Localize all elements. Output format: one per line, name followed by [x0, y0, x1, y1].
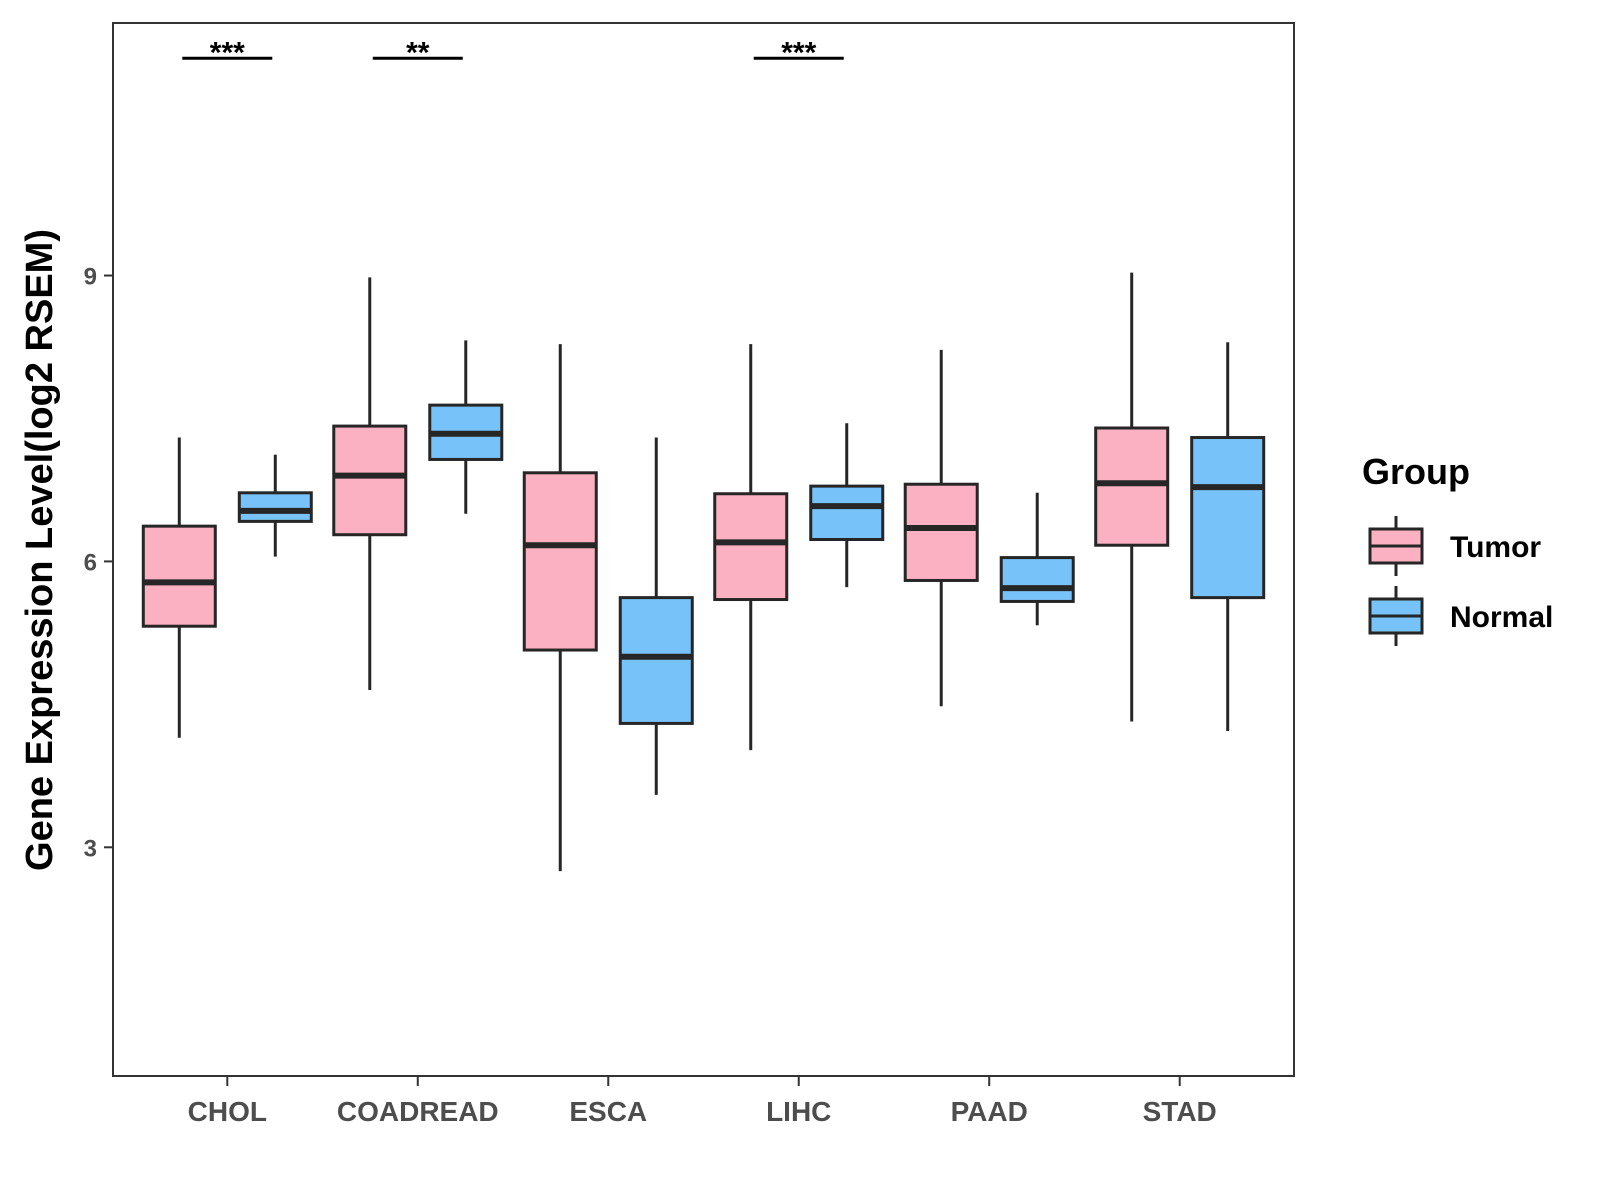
box-tumor-lihc — [713, 344, 789, 751]
box-body — [809, 484, 885, 541]
legend-item-normal: Normal — [1368, 586, 1553, 646]
box-body — [332, 424, 408, 537]
box-tumor-coadread — [332, 277, 408, 691]
box-tumor-stad — [1094, 272, 1170, 722]
y-axis-title: Gene Expression Level(log2 RSEM) — [19, 229, 61, 871]
significance-label: *** — [781, 36, 816, 69]
legend: Group Tumor Normal — [1362, 451, 1553, 646]
box-body — [237, 491, 313, 523]
box-normal-coadread — [428, 340, 504, 514]
box-normal-esca — [618, 437, 694, 795]
legend-label: Normal — [1450, 601, 1553, 634]
y-axis: 3 6 9 — [84, 264, 113, 862]
box-body — [618, 596, 694, 725]
box-normal-lihc — [809, 423, 885, 588]
box-body — [141, 524, 217, 628]
y-tick-label: 9 — [84, 264, 97, 291]
x-axis: CHOL COADREAD ESCA LIHC PAAD STAD — [188, 1076, 1217, 1127]
significance-label: ** — [406, 36, 430, 69]
box-body — [999, 556, 1075, 603]
box-body — [713, 492, 789, 602]
boxes-layer — [141, 272, 1266, 872]
y-tick-label: 6 — [84, 549, 97, 576]
box-tumor-chol — [141, 437, 217, 738]
box-body — [903, 482, 979, 582]
plot-panel — [112, 22, 1295, 1077]
box-body — [1094, 426, 1170, 547]
x-tick-label: CHOL — [188, 1096, 267, 1127]
box-normal-paad — [999, 492, 1075, 626]
x-tick-label: ESCA — [569, 1096, 647, 1127]
box-normal-chol — [237, 454, 313, 557]
box-normal-stad — [1190, 342, 1266, 732]
box-body — [1190, 436, 1266, 600]
legend-title: Group — [1362, 451, 1470, 492]
x-tick-label: STAD — [1143, 1096, 1217, 1127]
box-body — [522, 471, 598, 652]
x-tick-label: PAAD — [951, 1096, 1028, 1127]
significance-label: *** — [210, 36, 245, 69]
x-tick-label: LIHC — [766, 1096, 831, 1127]
box-tumor-esca — [522, 344, 598, 872]
legend-item-tumor: Tumor — [1368, 516, 1541, 576]
legend-label: Tumor — [1450, 531, 1541, 564]
x-tick-label: COADREAD — [337, 1096, 499, 1127]
y-tick-label: 3 — [84, 835, 97, 862]
significance-layer: *** ** *** — [182, 36, 844, 69]
box-tumor-paad — [903, 349, 979, 707]
